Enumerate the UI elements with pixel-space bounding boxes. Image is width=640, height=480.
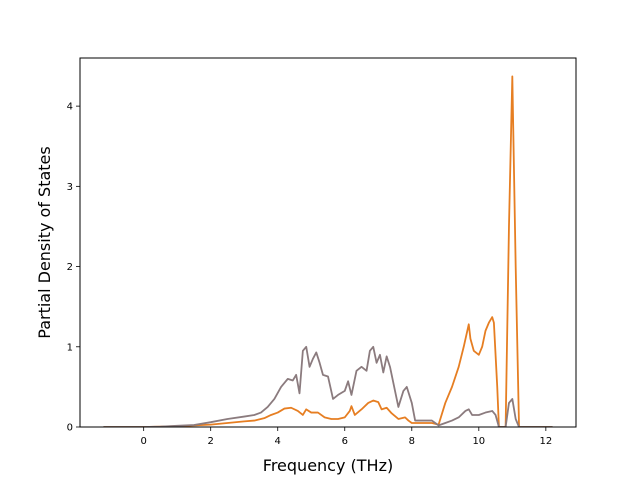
x-tick-label: 10 (472, 436, 485, 447)
x-tick-label: 12 (539, 436, 552, 447)
y-tick-label: 0 (67, 423, 73, 434)
x-tick-label: 6 (342, 436, 348, 447)
y-tick-label: 3 (67, 182, 73, 193)
series-line-1 (103, 75, 553, 427)
x-axis-ticks: 0 2 4 6 8 10 12 (140, 427, 552, 447)
x-axis-label: Frequency (THz) (263, 456, 393, 475)
y-axis-label: Partial Density of States (35, 146, 54, 338)
x-tick-label: 0 (140, 436, 146, 447)
series-layer (103, 75, 553, 427)
y-tick-label: 1 (67, 342, 73, 353)
series-line-2 (103, 345, 553, 427)
y-axis-ticks: 0 1 2 3 4 (67, 102, 80, 434)
x-tick-label: 8 (409, 436, 415, 447)
axes-frame (79, 57, 577, 428)
x-tick-label: 2 (208, 436, 214, 447)
x-tick-label: 4 (275, 436, 281, 447)
y-tick-label: 4 (67, 102, 73, 113)
y-tick-label: 2 (67, 262, 73, 273)
